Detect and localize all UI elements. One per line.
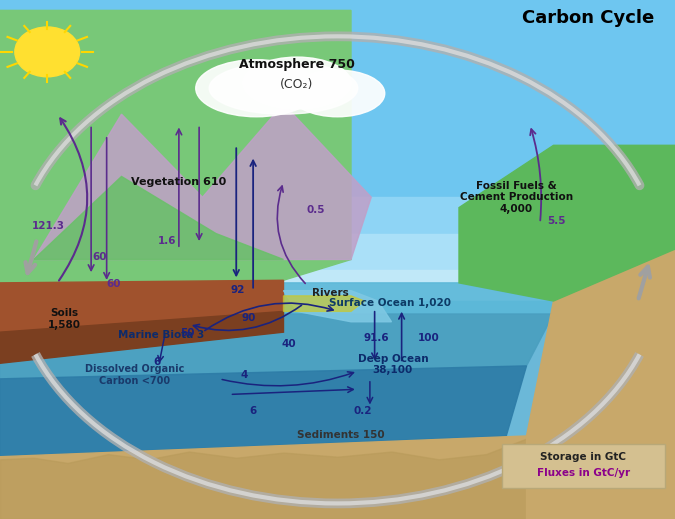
Text: Sediments 150: Sediments 150	[297, 430, 385, 440]
Text: Deep Ocean
38,100: Deep Ocean 38,100	[358, 353, 428, 375]
Text: Vegetation 610: Vegetation 610	[131, 176, 227, 187]
Ellipse shape	[209, 62, 358, 114]
Polygon shape	[0, 314, 554, 379]
Text: Soils
1,580: Soils 1,580	[48, 308, 80, 330]
Ellipse shape	[243, 57, 351, 109]
Text: 0.5: 0.5	[306, 205, 325, 215]
Bar	[0, 270, 675, 301]
Text: 40: 40	[281, 338, 296, 349]
Text: Atmosphere 750: Atmosphere 750	[239, 58, 355, 72]
Bar	[0, 234, 675, 270]
Polygon shape	[0, 10, 351, 301]
Text: 60: 60	[106, 279, 121, 290]
Text: Carbon Cycle: Carbon Cycle	[522, 9, 655, 27]
Text: 91.6: 91.6	[364, 333, 389, 344]
Text: Fluxes in GtC/yr: Fluxes in GtC/yr	[537, 468, 630, 479]
Text: Storage in GtC: Storage in GtC	[540, 452, 626, 462]
Text: 90: 90	[241, 312, 256, 323]
Polygon shape	[34, 104, 371, 260]
Text: Dissolved Organic
Carbon <700: Dissolved Organic Carbon <700	[85, 364, 185, 386]
Text: 92: 92	[230, 284, 245, 295]
Polygon shape	[284, 291, 392, 322]
Text: Fossil Fuels &
Cement Production
4,000: Fossil Fuels & Cement Production 4,000	[460, 181, 573, 214]
Polygon shape	[284, 296, 364, 311]
Polygon shape	[459, 145, 675, 301]
Text: 50: 50	[180, 328, 195, 338]
Ellipse shape	[196, 60, 317, 117]
Text: 6: 6	[153, 357, 160, 367]
Text: 100: 100	[418, 333, 439, 344]
Bar	[0, 301, 675, 519]
Ellipse shape	[290, 70, 385, 117]
FancyBboxPatch shape	[502, 444, 665, 488]
Polygon shape	[0, 436, 526, 519]
Text: 0.2: 0.2	[354, 406, 373, 416]
Text: Rivers: Rivers	[313, 288, 349, 298]
Text: Marine Biota 3: Marine Biota 3	[117, 330, 204, 340]
Text: 1.6: 1.6	[158, 236, 177, 247]
Text: 6: 6	[250, 406, 256, 416]
Text: 4: 4	[241, 370, 248, 380]
Text: 121.3: 121.3	[32, 221, 65, 231]
Bar	[0, 197, 675, 234]
Polygon shape	[0, 311, 284, 363]
Text: (CO₂): (CO₂)	[280, 77, 314, 91]
Circle shape	[15, 27, 80, 77]
Polygon shape	[34, 176, 284, 260]
Bar	[0, 0, 675, 197]
Polygon shape	[526, 249, 675, 519]
Polygon shape	[0, 283, 554, 314]
Polygon shape	[0, 280, 284, 332]
Text: 60: 60	[92, 252, 107, 262]
Polygon shape	[0, 366, 526, 457]
Text: 5.5: 5.5	[547, 215, 566, 226]
Text: Surface Ocean 1,020: Surface Ocean 1,020	[329, 298, 451, 308]
